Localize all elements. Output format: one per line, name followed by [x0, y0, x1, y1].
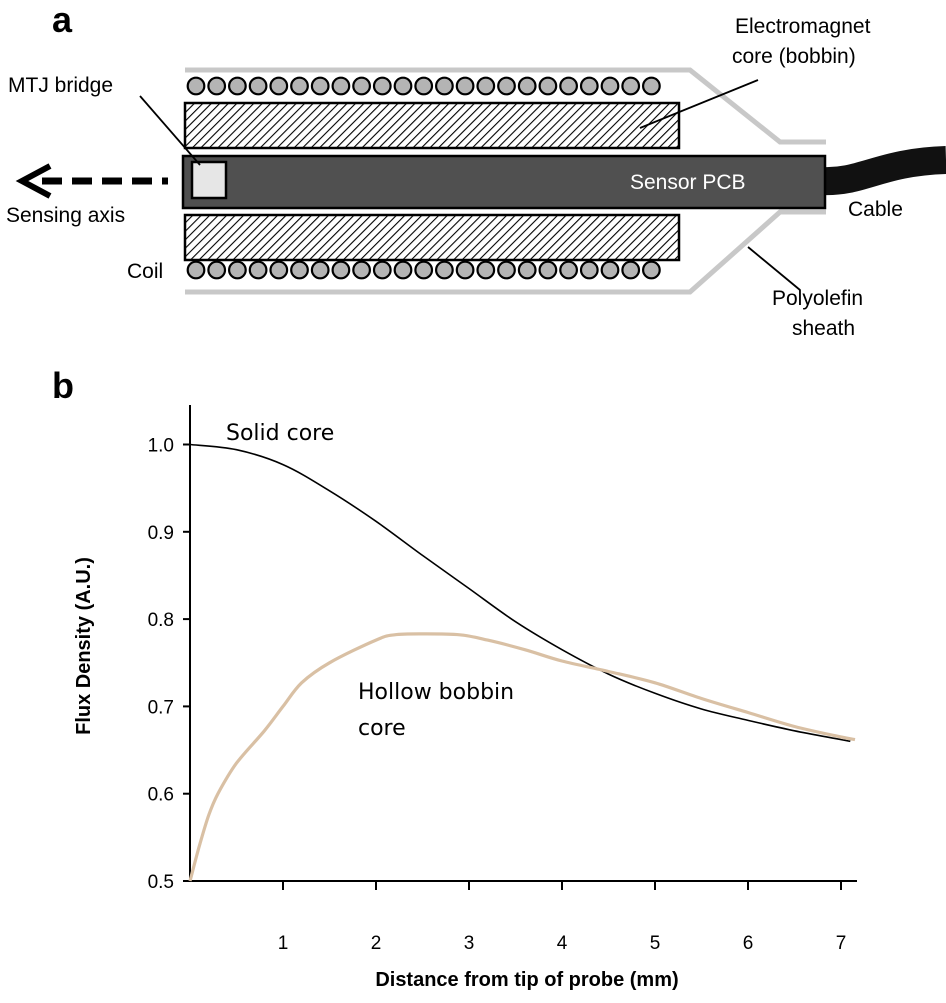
coil-winding [455, 76, 475, 96]
panel-b: b 0.5 0.6 0.7 0.8 0.9 1.0 1 2 3 4 5 6 7 Solid core H… [52, 365, 857, 991]
coil-winding [476, 260, 496, 280]
coil-winding [414, 76, 434, 96]
coil-winding [269, 260, 289, 280]
series-annotation-hollow-bobbin-core: Hollow bobbin [358, 680, 514, 705]
coil-winding [310, 260, 330, 280]
bobbin-core-lower [183, 213, 681, 262]
x-tick-label: 6 [743, 933, 754, 954]
coil-label: Coil [127, 260, 163, 283]
y-tick-label: 0.9 [148, 523, 174, 544]
x-tick-label: 4 [557, 933, 568, 954]
mtj-bridge-label: MTJ bridge [8, 74, 113, 97]
sheath-leader [747, 246, 801, 291]
panel-a-label: a [52, 0, 73, 40]
coil-winding [600, 76, 620, 96]
y-ticks: 0.5 0.6 0.7 0.8 0.9 1.0 [148, 436, 190, 893]
coil-winding [290, 260, 309, 280]
x-tick-label: 3 [464, 933, 475, 954]
polyolefin-sheath-lower [185, 209, 826, 295]
y-tick-label: 0.5 [148, 872, 174, 893]
electromagnet-label-line1: Electromagnet [735, 15, 871, 38]
coil-winding [207, 260, 227, 280]
mtj-bridge [190, 160, 228, 200]
coil-winding [621, 76, 641, 96]
coil-winding [290, 76, 309, 96]
coil-winding [269, 76, 289, 96]
coil-winding [372, 76, 392, 96]
coil-winding [248, 76, 268, 96]
coil-winding [352, 76, 372, 96]
electromagnet-label-line2: core (bobbin) [732, 45, 856, 68]
coil-winding [227, 260, 247, 280]
coil-top [186, 76, 661, 96]
y-tick-label: 0.7 [148, 697, 174, 718]
x-axis-title: Distance from tip of probe (mm) [375, 969, 678, 991]
electromagnet-leader [639, 79, 759, 129]
coil-winding [393, 260, 413, 280]
coil-winding [497, 260, 516, 280]
x-ticks: 1 2 3 4 5 6 7 [278, 881, 847, 954]
series-line-solid-core [189, 443, 851, 743]
coil-winding [310, 76, 330, 96]
sensing-axis-label: Sensing axis [6, 204, 125, 227]
flux-density-chart: 0.5 0.6 0.7 0.8 0.9 1.0 1 2 3 4 5 6 7 Solid core Hol… [73, 405, 857, 991]
series-lines [188, 443, 856, 882]
series-line-hollow-bobbin-core [188, 632, 856, 882]
coil-winding [331, 76, 351, 96]
coil-winding [207, 76, 227, 96]
coil-winding [248, 260, 268, 280]
mtj-bridge-leader [139, 95, 201, 166]
polyolefin-sheath [185, 67, 826, 145]
coil-winding [559, 76, 578, 96]
series-annotations: Solid core Hollow bobbin core [226, 421, 514, 741]
coil-winding [414, 260, 434, 280]
panel-a: a Sensor PCB MTJ bridge Electromagnet co… [6, 0, 946, 340]
sheath-label-line1: Polyolefin [772, 287, 863, 310]
coil-winding [600, 260, 620, 280]
sensing-axis-arrowhead [15, 163, 52, 199]
coil-winding [186, 76, 206, 96]
coil-winding [579, 260, 599, 280]
coil-winding [642, 260, 661, 280]
coil-winding [621, 260, 641, 280]
coil-winding [372, 260, 392, 280]
coil-winding [497, 76, 516, 96]
coil-winding [352, 260, 372, 280]
x-tick-label: 7 [836, 933, 847, 954]
x-tick-label: 2 [371, 933, 382, 954]
cable-label: Cable [848, 198, 903, 221]
coil-winding [227, 76, 247, 96]
panel-b-label: b [52, 365, 74, 406]
x-tick-label: 1 [278, 933, 289, 954]
series-annotation-solid-core: Solid core [226, 421, 334, 446]
coil-winding [579, 76, 599, 96]
coil-winding [455, 260, 475, 280]
bobbin-core-upper [183, 101, 681, 150]
coil-winding [538, 260, 558, 280]
cable [821, 146, 946, 196]
coil-winding [538, 76, 558, 96]
sensor-pcb-label: Sensor PCB [630, 171, 746, 194]
sheath-label-line2: sheath [792, 317, 855, 340]
coil-winding [517, 260, 537, 280]
y-tick-label: 0.8 [148, 610, 174, 631]
x-tick-label: 5 [650, 933, 661, 954]
coil-winding [331, 260, 351, 280]
y-axis-title: Flux Density (A.U.) [73, 557, 95, 735]
y-tick-label: 0.6 [148, 785, 174, 806]
series-annotation-hollow-bobbin-core: core [358, 716, 406, 741]
coil-winding [186, 260, 206, 280]
coil-winding [642, 76, 661, 96]
coil-winding [559, 260, 578, 280]
coil-winding [393, 76, 413, 96]
sensor-pcb [181, 154, 827, 210]
coil-winding [435, 76, 454, 96]
coil-winding [476, 76, 496, 96]
coil-winding [517, 76, 537, 96]
coil-winding [435, 260, 454, 280]
coil-bottom [186, 260, 661, 280]
y-tick-label: 1.0 [148, 436, 174, 457]
